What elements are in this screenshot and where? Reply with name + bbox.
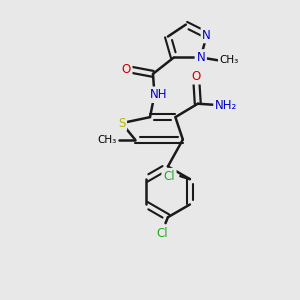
Text: Cl: Cl (163, 169, 175, 183)
Text: Cl: Cl (156, 227, 168, 240)
Text: N: N (196, 51, 205, 64)
Text: NH₂: NH₂ (215, 99, 237, 112)
Text: CH₃: CH₃ (97, 134, 116, 145)
Text: NH: NH (150, 88, 168, 101)
Text: N: N (202, 28, 211, 41)
Text: S: S (118, 117, 125, 130)
Text: CH₃: CH₃ (220, 56, 239, 65)
Text: O: O (122, 63, 131, 76)
Text: O: O (192, 70, 201, 83)
